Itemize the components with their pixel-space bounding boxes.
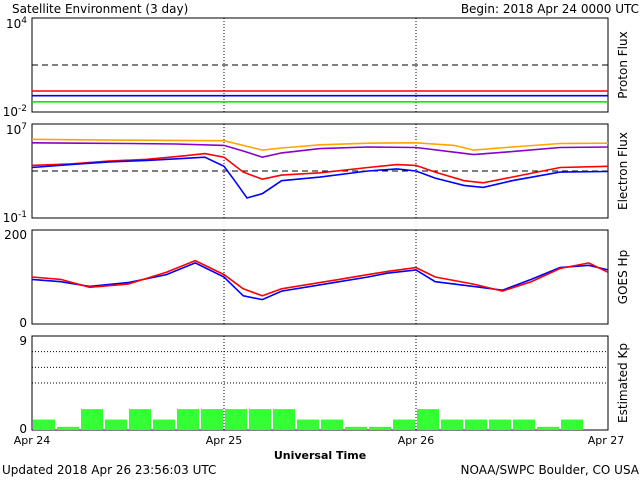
- y-tick-top: 9: [19, 334, 27, 348]
- x-tick-apr-27: Apr 27: [588, 434, 625, 447]
- series-line-red: [31, 152, 609, 184]
- series-line-orange: [31, 138, 609, 151]
- y-axis-label-goes_hp: GOES Hp: [616, 250, 630, 304]
- kp-bar: [561, 419, 583, 430]
- y-axis-label-kp: Estimated Kp: [616, 343, 630, 423]
- x-tick-apr-24: Apr 24: [14, 434, 51, 447]
- panel-goes_hp: 200 0 GOES Hp: [4, 228, 630, 330]
- kp-bar: [105, 419, 127, 430]
- series-line-purple: [31, 142, 609, 159]
- y-tick-top: 104: [6, 16, 27, 31]
- y-tick-top: 200: [4, 228, 27, 242]
- kp-bar: [513, 419, 535, 430]
- kp-bar: [129, 409, 151, 430]
- x-tick-apr-26: Apr 26: [398, 434, 435, 447]
- kp-bar: [417, 409, 439, 430]
- kp-bar: [81, 409, 103, 430]
- panel-frame: [31, 123, 609, 219]
- series-line-red: [31, 259, 609, 297]
- kp-bar: [225, 409, 247, 430]
- kp-bar: [321, 419, 343, 430]
- y-tick-bottom: 0: [19, 422, 27, 436]
- y-tick-top: 107: [6, 122, 27, 137]
- kp-bar: [441, 419, 463, 430]
- panel-frame: [31, 229, 609, 325]
- begin-timestamp: Begin: 2018 Apr 24 0000 UTC: [461, 2, 639, 16]
- y-axis-label-electron: Electron Flux: [616, 132, 630, 210]
- kp-bar: [153, 419, 175, 430]
- kp-bar: [537, 426, 559, 430]
- footer-updated: Updated 2018 Apr 26 23:56:03 UTC: [2, 463, 216, 477]
- kp-bar: [33, 419, 55, 430]
- series-line-blue: [31, 156, 609, 199]
- x-tick-apr-25: Apr 25: [206, 434, 243, 447]
- kp-bar: [369, 426, 391, 430]
- kp-bar: [201, 409, 223, 430]
- kp-bar: [345, 426, 367, 430]
- chart-title: Satellite Environment (3 day): [12, 2, 188, 16]
- kp-bar: [57, 426, 79, 430]
- kp-bar: [297, 419, 319, 430]
- kp-bar: [177, 409, 199, 430]
- footer-credit: NOAA/SWPC Boulder, CO USA: [461, 463, 640, 477]
- panel-electron: 107 10-1 Electron Flux: [3, 122, 630, 225]
- panel-proton: 104 10-2 Proton Flux: [3, 16, 630, 119]
- y-tick-bottom: 10-1: [3, 210, 27, 225]
- panel-frame: [31, 17, 609, 113]
- y-axis-label-proton: Proton Flux: [616, 31, 630, 98]
- x-axis-label: Universal Time: [274, 449, 366, 462]
- kp-bar: [249, 409, 271, 430]
- y-tick-bottom: 10-2: [3, 104, 27, 119]
- y-tick-bottom: 0: [19, 316, 27, 330]
- panel-kp: 9 0 Estimated Kp: [19, 334, 630, 436]
- kp-bar: [393, 419, 415, 430]
- kp-bar: [273, 409, 295, 430]
- kp-bar: [465, 419, 487, 430]
- kp-bar: [489, 419, 511, 430]
